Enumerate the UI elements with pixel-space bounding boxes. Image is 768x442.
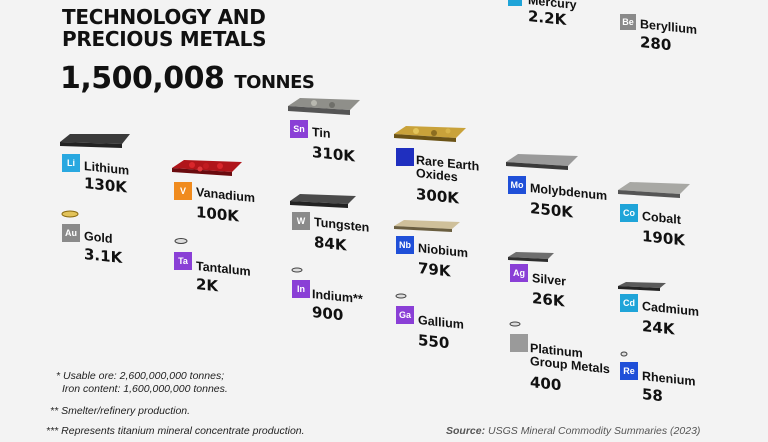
source-note: Source: USGS Mineral Commodity Summaries…	[446, 425, 700, 437]
metal-name: Silver	[532, 271, 567, 289]
infographic-title: TECHNOLOGY AND PRECIOUS METALS	[62, 5, 267, 51]
cadmium-slab	[618, 282, 666, 291]
source-label: Source:	[446, 425, 486, 437]
metal-value: 190K	[642, 227, 685, 250]
tungsten-badge: W	[292, 212, 310, 230]
tantalum-badge: Ta	[174, 252, 192, 270]
footnote-titanium: *** Represents titanium mineral concentr…	[46, 425, 305, 437]
molybdenum-badge: Mo	[508, 176, 526, 194]
metal-name: Cadmium	[642, 299, 699, 319]
metal-value: 550	[418, 331, 450, 353]
metal-value: 900	[312, 303, 344, 325]
title-line-2: PRECIOUS METALS	[62, 27, 267, 51]
vanadium-badge: V	[174, 182, 192, 200]
rhenium-slab	[620, 351, 628, 357]
metal-value: 300K	[416, 185, 459, 208]
silver-slab	[508, 252, 554, 262]
cadmium-badge: Cd	[620, 294, 638, 312]
niobium-slab	[394, 220, 460, 232]
metal-value: 26K	[532, 289, 565, 311]
metal-name: Tin	[312, 125, 331, 141]
metal-value: 100K	[196, 203, 239, 226]
gold-slab	[61, 210, 79, 218]
metal-name: Vanadium	[196, 185, 256, 206]
rare-earth-badge	[396, 148, 414, 166]
pgm-badge	[510, 334, 528, 352]
metal-name: Platinum Group Metals	[530, 341, 610, 377]
molybdenum-slab	[506, 154, 578, 170]
metal-value: 280	[640, 33, 672, 55]
footnote-usable-ore: * Usable ore: 2,600,000,000 tonnes;	[56, 370, 225, 382]
silver-badge: Ag	[510, 264, 528, 282]
footnote-iron-content: Iron content: 1,600,000,000 tonnes.	[62, 383, 228, 395]
metal-name: Gallium	[418, 313, 464, 332]
total-unit: TONNES	[234, 72, 315, 93]
niobium-badge: Nb	[396, 236, 414, 254]
tin-badge: Sn	[290, 120, 308, 138]
metal-value: 250K	[530, 199, 573, 222]
pgm-slab	[509, 321, 521, 327]
metal-name: Gold	[84, 229, 113, 246]
metal-name: Rare Earth Oxides	[416, 153, 480, 185]
gallium-slab	[395, 293, 407, 299]
vanadium-slab	[172, 160, 242, 176]
metal-value: 2K	[196, 275, 219, 296]
metal-value: 79K	[418, 259, 451, 281]
total-value: 1,500,008	[60, 61, 225, 96]
lithium-slab	[60, 134, 130, 148]
beryllium-badge: Be	[620, 14, 636, 30]
metal-value: 3.1K	[84, 245, 123, 268]
metal-value: 58	[642, 385, 663, 406]
metal-name: Tungsten	[314, 215, 370, 235]
metal-value: 84K	[314, 233, 347, 255]
indium-slab	[291, 267, 303, 273]
rhenium-badge: Re	[620, 362, 638, 380]
source-text: USGS Mineral Commodity Summaries (2023)	[488, 425, 701, 437]
gold-badge: Au	[62, 224, 80, 242]
cobalt-slab	[618, 182, 690, 198]
total-tonnes: 1,500,008 TONNES	[60, 61, 315, 100]
metal-value: 130K	[84, 174, 127, 197]
gallium-badge: Ga	[396, 306, 414, 324]
rare-earth-slab	[394, 126, 466, 142]
tungsten-slab	[290, 194, 356, 208]
tin-slab	[288, 98, 360, 115]
metal-value: 24K	[642, 317, 675, 339]
indium-badge: In	[292, 280, 310, 298]
title-line-1: TECHNOLOGY AND	[62, 5, 266, 29]
metal-name: Cobalt	[642, 209, 681, 228]
footnote-smelter: ** Smelter/refinery production.	[50, 405, 191, 417]
metal-value: 2.2K	[528, 7, 567, 30]
lithium-badge: Li	[62, 154, 80, 172]
tantalum-slab	[174, 238, 188, 244]
cobalt-badge: Co	[620, 204, 638, 222]
metal-name: Niobium	[418, 241, 468, 261]
metal-value: 400	[530, 373, 562, 395]
mercury-badge	[508, 0, 522, 6]
metal-value: 310K	[312, 143, 355, 166]
